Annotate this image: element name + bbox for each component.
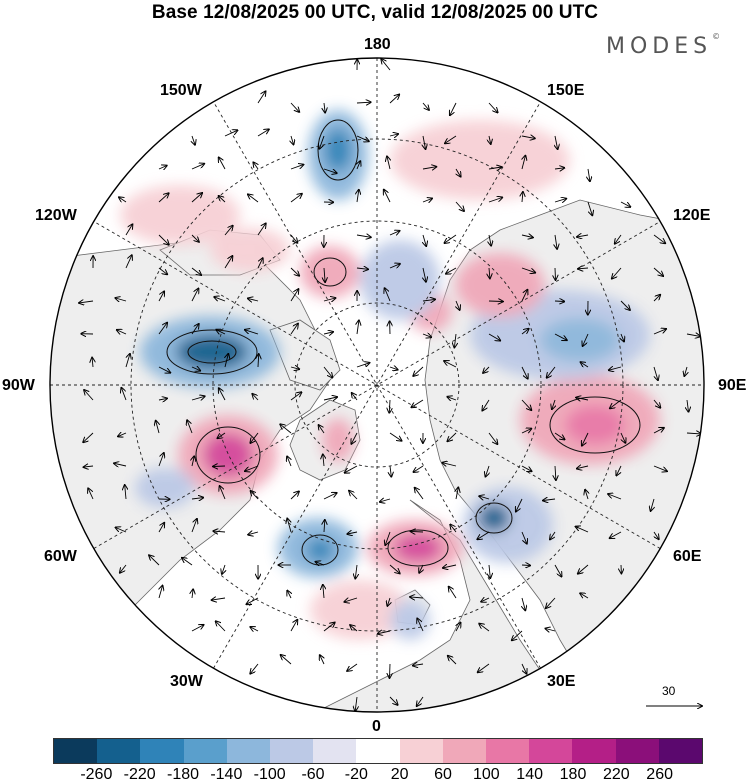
lon-label-60e: 60E	[673, 548, 701, 566]
anomaly-neg-pacific-core	[324, 128, 352, 172]
colorbar-swatch	[529, 739, 572, 763]
colorbar-swatch	[97, 739, 140, 763]
colorbar-tick-label: 180	[560, 766, 587, 784]
anomaly-neg-russia	[463, 487, 553, 563]
colorbar-tick-label: 220	[603, 766, 630, 784]
wind-arrow	[522, 565, 530, 566]
colorbar-tick-label: 260	[646, 766, 673, 784]
anomaly-pos-arctic-1	[300, 246, 360, 298]
lon-label-90w: 90W	[2, 377, 35, 395]
colorbar-tick-label: -100	[254, 766, 286, 784]
colorbar-tick-label: -260	[80, 766, 112, 784]
colorbar-swatch	[616, 739, 659, 763]
anomaly-neg-arctic	[360, 240, 440, 320]
lon-label-30w: 30W	[170, 673, 203, 691]
map-disc	[40, 50, 720, 730]
colorbar-tick-label: -140	[210, 766, 242, 784]
colorbar-tick-label: -180	[167, 766, 199, 784]
anomaly-pos-atlantic-core	[203, 433, 253, 477]
colorbar-swatch	[572, 739, 615, 763]
anomaly-neg-labrador	[135, 468, 195, 508]
anomaly-pos-east-siberia	[455, 253, 545, 317]
lon-label-120e: 120E	[673, 207, 710, 225]
anomaly-neg-canada-core	[176, 334, 248, 370]
colorbar-swatch	[443, 739, 486, 763]
colorbar-tick-label: 140	[516, 766, 543, 784]
lon-label-60w: 60W	[44, 548, 77, 566]
lon-label-180: 180	[364, 36, 391, 54]
wind-arrow	[489, 301, 503, 302]
lon-label-0: 0	[372, 718, 381, 736]
colorbar-swatch	[140, 739, 183, 763]
colorbar-tick-label: -220	[124, 766, 156, 784]
lon-label-90e: 90E	[718, 377, 746, 395]
colorbar-tick-label: -60	[301, 766, 324, 784]
colorbar-swatch	[270, 739, 313, 763]
colorbar-swatch	[486, 739, 529, 763]
wind-arrow	[390, 664, 391, 678]
anomaly-neg-med	[390, 600, 430, 640]
colorbar-tick-label: 20	[391, 766, 409, 784]
anomaly-pos-siberia-core	[565, 405, 625, 445]
anomaly-pos-greenland-sea	[322, 418, 354, 462]
colorbar-tick-label: 100	[473, 766, 500, 784]
wind-arrow	[213, 466, 225, 467]
colorbar-tick-label: -20	[345, 766, 368, 784]
anomaly-pos-bering	[390, 120, 570, 200]
colorbar-swatch	[400, 739, 443, 763]
colorbar-swatch	[54, 739, 97, 763]
anomaly-neg-central-asia-core	[540, 318, 620, 362]
colorbar	[53, 738, 703, 764]
lon-label-30e: 30E	[547, 673, 575, 691]
reference-vector-arrow	[640, 682, 710, 722]
colorbar-swatch	[227, 739, 270, 763]
colorbar-tick-label: 60	[434, 766, 452, 784]
wind-arrow	[411, 531, 423, 532]
lon-label-120w: 120W	[35, 207, 77, 225]
wind-arrow	[555, 268, 556, 280]
colorbar-swatch	[313, 739, 356, 763]
anomaly-neg-russia-core	[478, 504, 510, 532]
lon-label-150w: 150W	[160, 82, 202, 100]
lon-label-150e: 150E	[547, 82, 584, 100]
colorbar-swatch	[356, 739, 399, 763]
wind-arrow	[555, 301, 564, 302]
colorbar-swatch	[659, 739, 702, 763]
anomaly-neg-north-atlantic-core	[306, 538, 334, 562]
colorbar-swatch	[184, 739, 227, 763]
